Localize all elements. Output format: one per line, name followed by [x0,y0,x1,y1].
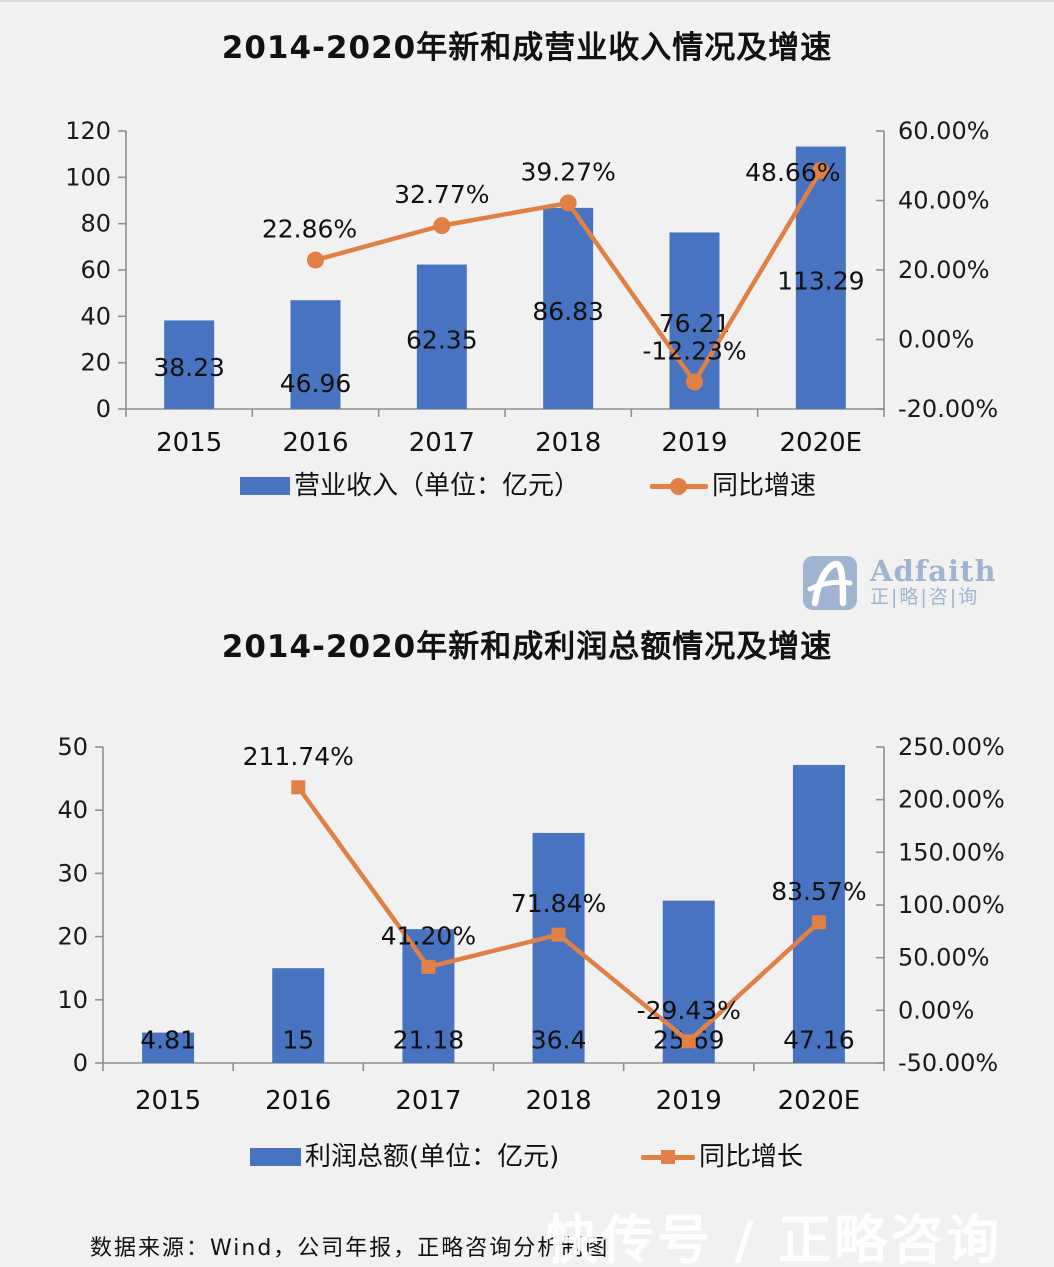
svg-text:2018: 2018 [535,428,601,458]
svg-text:47.16: 47.16 [783,1026,855,1055]
svg-text:120: 120 [65,117,111,145]
profit-chart: 0 10 20 30 40 50 -50.00% 0.00% 50.00% 100.00% 150.… [57,733,1005,1116]
adfaith-logo-text: Adfaith 正|略|咨|询 [870,556,997,608]
svg-text:15: 15 [282,1026,314,1055]
svg-text:50: 50 [57,733,88,761]
adfaith-logo-chinese: 正|略|咨|询 [870,586,980,608]
svg-text:30: 30 [57,859,88,887]
profit-legend-square-marker-icon [661,1150,675,1164]
svg-text:2018: 2018 [525,1086,591,1116]
profit-chart-title: 2014-2020年新和成利润总额情况及增速 [221,629,833,665]
svg-text:20: 20 [57,923,88,951]
data-source-note: 数据来源：Wind，公司年报，正略咨询分析制图 [90,1236,610,1261]
svg-text:62.35: 62.35 [406,325,478,354]
svg-text:-50.00%: -50.00% [898,1049,998,1077]
svg-text:20.00%: 20.00% [898,256,990,284]
svg-text:40: 40 [80,302,111,330]
svg-text:0: 0 [73,1049,88,1077]
svg-text:2019: 2019 [656,1086,722,1116]
profit-legend-bar-swatch [250,1148,301,1166]
svg-text:2016: 2016 [282,428,348,458]
revenue-legend-bar-label: 营业收入（单位：亿元） [294,471,581,501]
svg-text:39.27%: 39.27% [521,158,616,187]
svg-text:2019: 2019 [661,428,727,458]
svg-text:0: 0 [96,395,111,423]
svg-text:2016: 2016 [265,1086,331,1116]
adfaith-logo-name: Adfaith [870,554,997,588]
svg-text:2017: 2017 [395,1086,461,1116]
svg-text:41.20%: 41.20% [381,921,476,950]
svg-text:0.00%: 0.00% [898,326,974,354]
svg-text:48.66%: 48.66% [745,158,840,187]
revenue-chart-title: 2014-2020年新和成营业收入情况及增速 [221,30,833,66]
svg-text:-20.00%: -20.00% [898,395,998,423]
svg-text:200.00%: 200.00% [898,786,1005,814]
svg-text:0.00%: 0.00% [898,996,974,1024]
svg-text:40: 40 [57,796,88,824]
svg-text:86.83: 86.83 [532,297,604,326]
watermark: 快传号 / 正略咨询 [545,1210,1003,1267]
profit-legend-bar-label: 利润总额(单位：亿元) [305,1142,560,1172]
svg-text:100: 100 [65,163,111,191]
svg-text:76.21: 76.21 [659,309,731,338]
svg-text:83.57%: 83.57% [771,877,866,906]
svg-text:50.00%: 50.00% [898,944,990,972]
svg-text:2015: 2015 [156,428,222,458]
adfaith-logo-icon [803,556,857,610]
svg-text:71.84%: 71.84% [511,889,606,918]
svg-text:40.00%: 40.00% [898,187,990,215]
revenue-legend-line-label: 同比增速 [712,471,817,501]
svg-text:-29.43%: -29.43% [637,996,741,1025]
svg-text:60.00%: 60.00% [898,117,990,145]
revenue-legend-bar-swatch [240,477,290,495]
profit-legend-line-label: 同比增长 [699,1142,804,1172]
svg-text:10: 10 [57,986,88,1014]
svg-text:-12.23%: -12.23% [642,336,746,365]
svg-text:250.00%: 250.00% [898,733,1005,761]
svg-text:32.77%: 32.77% [394,180,489,209]
svg-text:46.96: 46.96 [280,369,352,398]
svg-text:150.00%: 150.00% [898,838,1005,866]
svg-text:2020E: 2020E [778,1086,861,1116]
svg-text:211.74%: 211.74% [243,742,354,771]
revenue-chart: 0 20 40 60 80 100 120 -20.00% 0.00% 20.00% 40.00% 6… [65,117,998,458]
revenue-legend-circle-marker-icon [670,478,687,495]
svg-text:2015: 2015 [135,1086,201,1116]
svg-text:2020E: 2020E [780,428,863,458]
svg-text:38.23: 38.23 [153,353,225,382]
svg-text:4.81: 4.81 [140,1026,196,1055]
svg-text:80: 80 [80,210,111,238]
top-divider [0,0,1054,2]
svg-text:22.86%: 22.86% [262,215,357,244]
svg-text:36.4: 36.4 [531,1026,587,1055]
svg-text:113.29: 113.29 [777,266,864,295]
svg-text:20: 20 [80,349,111,377]
svg-text:60: 60 [80,256,111,284]
adfaith-logo: Adfaith 正|略|咨|询 [803,556,997,610]
svg-text:100.00%: 100.00% [898,891,1005,919]
svg-text:21.18: 21.18 [393,1026,465,1055]
svg-text:2017: 2017 [409,428,475,458]
